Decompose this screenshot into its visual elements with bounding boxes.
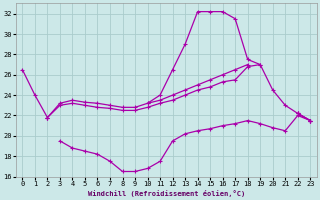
X-axis label: Windchill (Refroidissement éolien,°C): Windchill (Refroidissement éolien,°C) bbox=[88, 190, 245, 197]
